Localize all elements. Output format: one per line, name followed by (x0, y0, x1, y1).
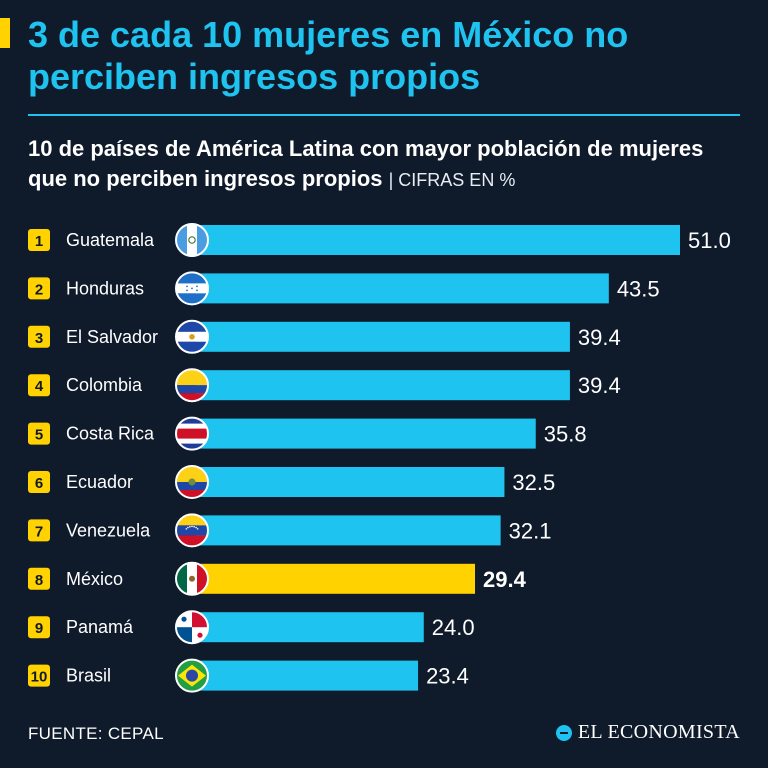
rank-badge (28, 616, 50, 639)
bar (196, 370, 570, 401)
panama-flag-icon (175, 610, 209, 645)
country-label: Costa Rica (66, 424, 155, 444)
country-label: México (66, 569, 123, 589)
rank-badge (28, 374, 50, 397)
unit-label: | CIFRAS EN % (388, 170, 516, 190)
chart-subtitle: 10 de países de América Latina con mayor… (28, 134, 748, 195)
bar (196, 418, 536, 449)
value-label: 51.0 (688, 228, 731, 253)
value-label: 39.4 (578, 373, 621, 398)
country-label: Guatemala (66, 230, 155, 250)
rank-number: 6 (35, 475, 43, 492)
country-label: Colombia (66, 375, 143, 395)
rank-number: 1 (35, 233, 43, 250)
bar (196, 225, 680, 255)
value-label: 32.5 (512, 470, 555, 495)
rank-badge (28, 325, 50, 348)
rank-number: 10 (31, 669, 48, 686)
rank-number: 4 (35, 378, 44, 395)
rank-number: 5 (35, 427, 43, 444)
rank-number: 8 (35, 572, 43, 589)
title-divider (28, 114, 740, 116)
guatemala-flag-icon (175, 223, 209, 257)
bar (196, 612, 424, 643)
honduras-flag-icon (175, 271, 209, 306)
title-accent-mark (0, 18, 10, 48)
bar (196, 660, 419, 691)
el-salvador-flag-icon (175, 319, 209, 354)
bar (196, 321, 570, 352)
value-label: 29.4 (483, 567, 527, 592)
brand-logo: EL ECONOMISTA (555, 721, 740, 744)
costa-rica-flag-icon (175, 416, 209, 451)
rank-badge (28, 471, 50, 493)
country-label: Panamá (66, 617, 134, 637)
rank-number: 2 (35, 281, 43, 298)
bar (196, 467, 505, 497)
page-title: 3 de cada 10 mujeres en México no percib… (28, 14, 629, 97)
chart-subtitle-text: 10 de países de América Latina con mayor… (28, 136, 704, 191)
country-label: Venezuela (66, 520, 151, 540)
value-label: 39.4 (578, 325, 621, 350)
value-label: 32.1 (509, 518, 552, 543)
bar (196, 515, 501, 546)
rank-number: 7 (35, 523, 43, 540)
source-note: FUENTE: CEPAL (28, 724, 164, 743)
country-label: Honduras (66, 278, 144, 298)
colombia-flag-icon (175, 368, 209, 403)
rank-badge (28, 229, 50, 251)
country-label: Ecuador (66, 472, 133, 492)
country-label: Brasil (66, 666, 111, 686)
bar-chart: 1 Guatemala 51.0 2 Honduras 43.5 3 El Salvador 3… (28, 223, 731, 693)
value-label: 35.8 (544, 422, 587, 447)
value-label: 23.4 (426, 664, 469, 689)
brasil-flag-icon (175, 658, 209, 693)
value-label: 24.0 (432, 615, 475, 640)
venezuela-flag-icon (175, 513, 209, 548)
brand-icon (555, 724, 572, 741)
country-label: El Salvador (66, 327, 158, 347)
brand-name: EL ECONOMISTA (577, 721, 740, 743)
rank-badge (28, 519, 50, 542)
rank-number: 9 (35, 620, 43, 637)
rank-badge (28, 664, 50, 687)
rank-number: 3 (35, 330, 43, 347)
mexico-flag-icon (175, 561, 209, 596)
rank-badge (28, 422, 50, 445)
rank-badge (28, 567, 50, 590)
rank-badge (28, 277, 50, 300)
ecuador-flag-icon (175, 465, 209, 499)
bar (196, 563, 476, 594)
bar (196, 273, 609, 304)
value-label: 43.5 (617, 276, 660, 301)
